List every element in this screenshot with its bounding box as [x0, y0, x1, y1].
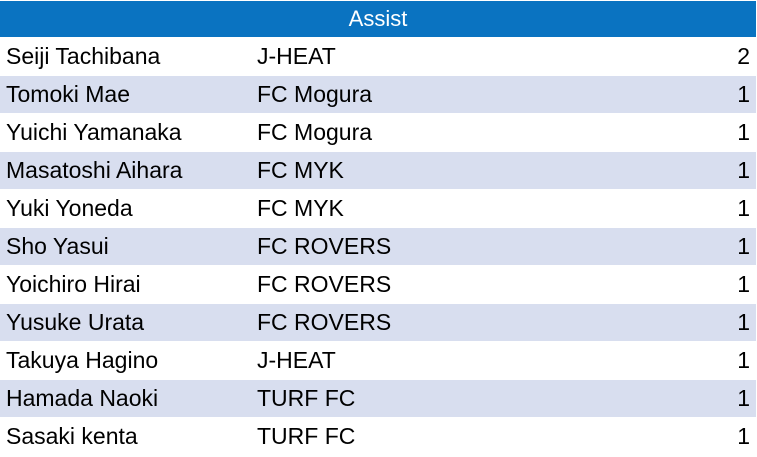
table-row: Seiji Tachibana J-HEAT 2 [0, 38, 756, 76]
team-name: J-HEAT [257, 347, 336, 373]
table-row: Sho Yasui FC ROVERS 1 [0, 228, 756, 266]
table-row: Takuya Hagino J-HEAT 1 [0, 342, 756, 380]
assist-count: 1 [737, 309, 750, 335]
team-name: J-HEAT [257, 43, 336, 69]
assist-count: 1 [737, 81, 750, 107]
team-name: FC Mogura [257, 119, 373, 145]
team-name: FC Mogura [257, 81, 373, 107]
assist-count: 1 [737, 271, 750, 297]
team-name: TURF FC [257, 423, 356, 449]
team-name: FC MYK [257, 195, 344, 221]
player-name: Yusuke Urata [6, 309, 145, 335]
team-name: FC MYK [257, 157, 344, 183]
table-row: Masatoshi Aihara FC MYK 1 [0, 152, 756, 190]
player-name: Masatoshi Aihara [6, 157, 183, 183]
assist-count: 1 [737, 233, 750, 259]
player-name: Yuichi Yamanaka [6, 119, 182, 145]
player-name: Sho Yasui [6, 233, 109, 259]
table-row: Yoichiro Hirai FC ROVERS 1 [0, 266, 756, 304]
player-name: Takuya Hagino [6, 347, 159, 373]
player-name: Hamada Naoki [6, 385, 159, 411]
team-name: FC ROVERS [257, 233, 392, 259]
player-name: Yoichiro Hirai [6, 271, 141, 297]
table-row: Sasaki kenta TURF FC 1 [0, 418, 756, 456]
table-row: Hamada Naoki TURF FC 1 [0, 380, 756, 418]
player-name: Seiji Tachibana [6, 43, 161, 69]
table-row: Yuki Yoneda FC MYK 1 [0, 190, 756, 228]
assist-count: 1 [737, 157, 750, 183]
player-name: Tomoki Mae [6, 81, 130, 107]
player-name: Sasaki kenta [6, 423, 138, 449]
assist-count: 1 [737, 423, 750, 449]
assist-count: 2 [737, 43, 750, 69]
table-row: Yusuke Urata FC ROVERS 1 [0, 304, 756, 342]
assist-count: 1 [737, 385, 750, 411]
player-name: Yuki Yoneda [6, 195, 133, 221]
assist-count: 1 [737, 347, 750, 373]
team-name: FC ROVERS [257, 309, 392, 335]
assist-count: 1 [737, 195, 750, 221]
team-name: TURF FC [257, 385, 356, 411]
table-row: Yuichi Yamanaka FC Mogura 1 [0, 114, 756, 152]
table-title: Assist [0, 1, 756, 38]
table-row: Tomoki Mae FC Mogura 1 [0, 76, 756, 114]
team-name: FC ROVERS [257, 271, 392, 297]
assist-count: 1 [737, 119, 750, 145]
